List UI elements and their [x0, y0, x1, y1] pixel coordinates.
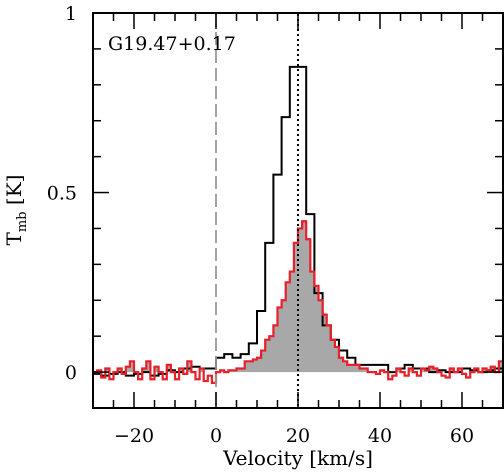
series-lines-layer	[93, 65, 503, 384]
y-tick-label: 0	[65, 362, 77, 384]
red-series-fill-layer	[93, 221, 503, 373]
x-tick-label: −20	[114, 425, 154, 447]
x-tick-label: 40	[368, 425, 392, 447]
y-tick-label: 0.5	[47, 183, 77, 205]
reference-lines-layer	[215, 14, 299, 407]
series-1-fill-area	[93, 221, 503, 373]
source-annotation: G19.47+0.17	[108, 33, 236, 55]
series-0-line	[93, 65, 503, 377]
series-1-line	[93, 220, 503, 384]
tick-labels-layer: −20 0 20 40 60 0 0.5 1	[47, 3, 474, 447]
x-tick-label: 0	[210, 425, 222, 447]
x-tick-label: 20	[286, 425, 310, 447]
y-axis-label-unit: [K]	[2, 175, 26, 212]
x-axis-label: Velocity [km/s]	[222, 446, 373, 470]
x-tick-label: 60	[450, 425, 474, 447]
y-axis-label-main: T	[2, 231, 26, 245]
axis-ticks-layer	[92, 12, 504, 409]
y-tick-label: 1	[65, 3, 77, 25]
y-axis-label: Tmb [K]	[2, 175, 30, 246]
y-axis-label-subscript: mb	[15, 211, 30, 232]
